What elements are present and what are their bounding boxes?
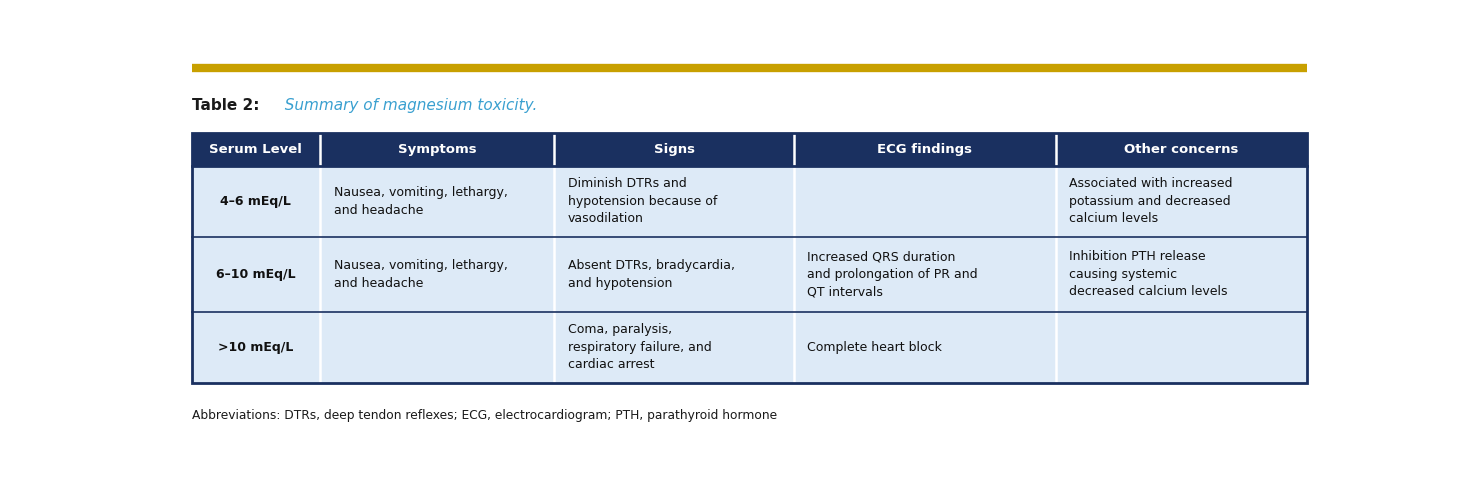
Text: 6–10 mEq/L: 6–10 mEq/L [216, 268, 295, 281]
Bar [192, 166, 1307, 237]
Text: Symptoms: Symptoms [398, 143, 477, 156]
Text: Increased QRS duration
and prolongation of PR and
QT intervals: Increased QRS duration and prolongation … [807, 250, 978, 299]
Text: >10 mEq/L: >10 mEq/L [218, 341, 294, 354]
Text: Associated with increased
potassium and decreased
calcium levels: Associated with increased potassium and … [1070, 177, 1232, 225]
Bar [192, 133, 1307, 166]
Text: Nausea, vomiting, lethargy,
and headache: Nausea, vomiting, lethargy, and headache [333, 186, 507, 217]
Bar [192, 312, 1307, 383]
Text: Serum Level: Serum Level [209, 143, 303, 156]
Text: Other concerns: Other concerns [1124, 143, 1238, 156]
Text: Inhibition PTH release
causing systemic
decreased calcium levels: Inhibition PTH release causing systemic … [1070, 250, 1228, 299]
Text: Abbreviations: DTRs, deep tendon reflexes; ECG, electrocardiogram; PTH, parathyr: Abbreviations: DTRs, deep tendon reflexe… [192, 409, 776, 422]
Text: Diminish DTRs and
hypotension because of
vasodilation: Diminish DTRs and hypotension because of… [567, 177, 718, 225]
Text: Coma, paralysis,
respiratory failure, and
cardiac arrest: Coma, paralysis, respiratory failure, an… [567, 323, 712, 371]
Bar [192, 133, 1307, 383]
Text: Absent DTRs, bradycardia,
and hypotension: Absent DTRs, bradycardia, and hypotensio… [567, 259, 735, 290]
Text: Signs: Signs [654, 143, 694, 156]
Text: Complete heart block: Complete heart block [807, 341, 943, 354]
Bar [192, 237, 1307, 312]
Text: Table 2:: Table 2: [192, 98, 259, 113]
Text: Summary of magnesium toxicity.: Summary of magnesium toxicity. [275, 98, 537, 113]
Text: ECG findings: ECG findings [877, 143, 972, 156]
Text: 4–6 mEq/L: 4–6 mEq/L [221, 195, 291, 208]
Text: Nausea, vomiting, lethargy,
and headache: Nausea, vomiting, lethargy, and headache [333, 259, 507, 290]
